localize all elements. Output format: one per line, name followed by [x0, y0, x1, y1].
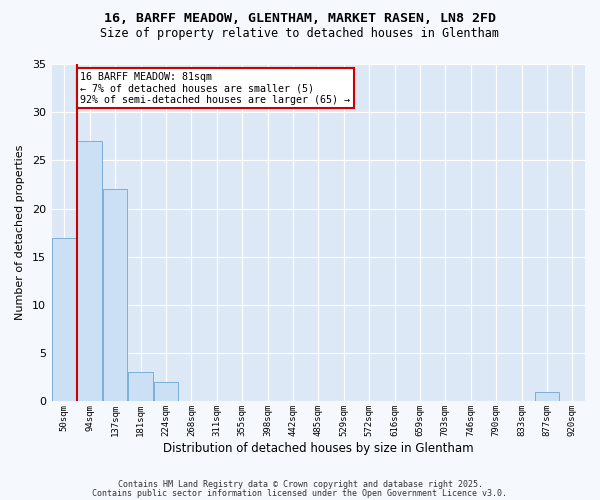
Bar — [77, 141, 102, 402]
Bar — [535, 392, 559, 402]
Text: Size of property relative to detached houses in Glentham: Size of property relative to detached ho… — [101, 28, 499, 40]
Text: 16, BARFF MEADOW, GLENTHAM, MARKET RASEN, LN8 2FD: 16, BARFF MEADOW, GLENTHAM, MARKET RASEN… — [104, 12, 496, 26]
Text: 16 BARFF MEADOW: 81sqm
← 7% of detached houses are smaller (5)
92% of semi-detac: 16 BARFF MEADOW: 81sqm ← 7% of detached … — [80, 72, 350, 105]
Y-axis label: Number of detached properties: Number of detached properties — [15, 145, 25, 320]
Text: Contains public sector information licensed under the Open Government Licence v3: Contains public sector information licen… — [92, 489, 508, 498]
Bar — [128, 372, 153, 402]
Bar — [52, 238, 77, 402]
Bar — [154, 382, 178, 402]
X-axis label: Distribution of detached houses by size in Glentham: Distribution of detached houses by size … — [163, 442, 473, 455]
Text: Contains HM Land Registry data © Crown copyright and database right 2025.: Contains HM Land Registry data © Crown c… — [118, 480, 482, 489]
Bar — [103, 190, 127, 402]
